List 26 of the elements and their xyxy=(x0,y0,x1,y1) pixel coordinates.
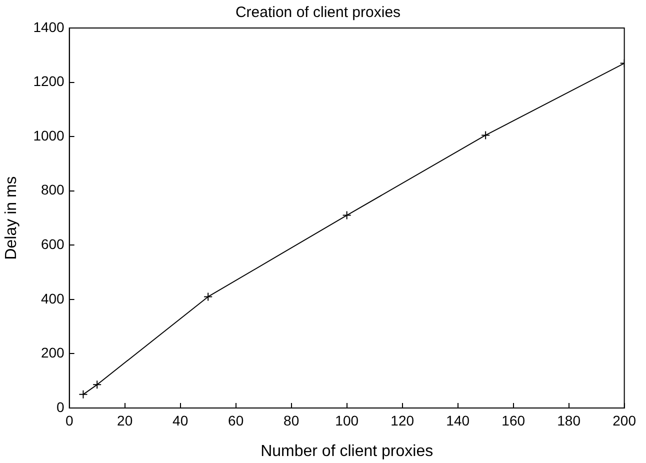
point xyxy=(481,130,490,140)
x-tick-label: 120 xyxy=(390,412,414,428)
x-tick-label: 160 xyxy=(502,412,526,428)
y-axis-title: Delay in ms xyxy=(3,176,20,260)
chart-title: Creation of client proxies xyxy=(235,4,401,22)
x-tick-label: 140 xyxy=(446,412,470,428)
y-tick-label: 800 xyxy=(40,182,65,198)
x-axis-title: Number of client proxies xyxy=(260,442,434,460)
y-tick-label: 0 xyxy=(56,398,65,415)
y-tick-label: 400 xyxy=(40,290,65,306)
y-tick-label: 200 xyxy=(40,344,65,361)
point xyxy=(342,210,352,220)
x-tick-label: 200 xyxy=(612,412,636,428)
x-tick-label: 100 xyxy=(335,412,359,428)
y-tick-label: 1200 xyxy=(33,73,65,90)
x-tick-label: 60 xyxy=(228,412,244,428)
x-tick-label: 20 xyxy=(117,412,133,428)
y-tick-label: 600 xyxy=(40,236,65,252)
x-tick-label: 180 xyxy=(557,412,581,428)
point xyxy=(92,380,102,390)
point xyxy=(204,292,213,302)
y-tick-label: 1400 xyxy=(33,18,65,35)
y-tick-label: 1000 xyxy=(33,127,65,144)
point xyxy=(78,390,88,399)
x-tick-label: 40 xyxy=(172,412,188,428)
x-tick-label: 80 xyxy=(284,412,300,428)
